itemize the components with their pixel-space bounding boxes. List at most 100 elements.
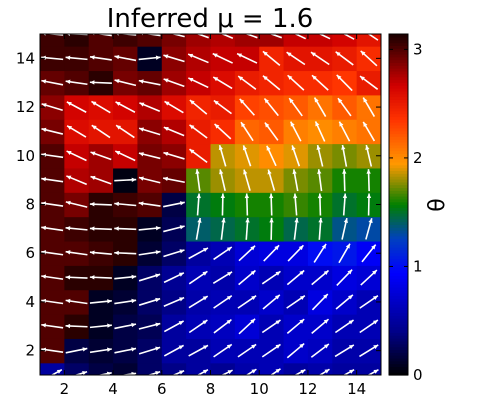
- vector-arrow-head: [202, 345, 208, 350]
- vector-arrow-head: [163, 126, 169, 131]
- vector-arrow-head: [131, 177, 137, 182]
- colorbar-segment: [389, 335, 408, 339]
- heat-cell: [137, 362, 163, 376]
- vector-arrow-head: [114, 79, 120, 84]
- vector-arrow-head: [335, 51, 341, 57]
- colorbar-segment: [389, 235, 408, 240]
- heat-cell: [64, 362, 90, 376]
- vector-arrow-head: [66, 101, 72, 106]
- vector-arrow-head: [90, 175, 96, 181]
- vector-arrow-head: [315, 121, 320, 127]
- vector-arrow-head: [291, 145, 296, 151]
- vector-arrow-head: [300, 369, 306, 374]
- vector-arrow-head: [368, 218, 373, 224]
- vector-arrow-head: [89, 275, 95, 280]
- colorbar-segment: [389, 150, 408, 154]
- vector-arrow-head: [138, 176, 144, 181]
- colorbar-segment: [389, 65, 408, 69]
- vector-arrow-head: [114, 201, 119, 207]
- colorbar-segment: [389, 269, 408, 274]
- vector-arrow-head: [299, 343, 305, 349]
- vector-arrow: [43, 34, 64, 36]
- vector-arrow-head: [65, 226, 71, 231]
- colorbar-segment: [389, 221, 408, 225]
- vector-arrow-head: [41, 103, 47, 108]
- x-axis: 2 4 6 8 10 12 14: [60, 34, 366, 398]
- heat-cell: [210, 362, 236, 376]
- vector-arrow-head: [299, 295, 305, 301]
- heat-cell: [307, 34, 333, 47]
- colorbar-segment: [389, 278, 408, 282]
- vector-arrow-head: [212, 53, 218, 58]
- colorbar-segment: [389, 292, 408, 297]
- x-tick-label: 4: [108, 380, 118, 398]
- x-tick-label: 12: [298, 380, 317, 398]
- vector-arrow-head: [239, 98, 245, 104]
- vector-arrow-head: [163, 54, 169, 59]
- vector-arrow-head: [65, 298, 71, 304]
- vector-arrow-head: [195, 169, 200, 174]
- colorbar-segment: [389, 295, 408, 299]
- vector-arrow-head: [41, 323, 47, 328]
- colorbar-segment: [389, 244, 408, 248]
- colorbar-segment: [389, 326, 408, 331]
- colorbar-tick-label: 1: [413, 257, 423, 275]
- vector-arrow-head: [366, 169, 371, 174]
- colorbar-segment: [389, 130, 408, 135]
- vector-arrow-head: [314, 97, 319, 103]
- colorbar-segment: [389, 366, 408, 370]
- vector-arrow-head: [138, 79, 144, 84]
- vector-arrow-head: [155, 226, 161, 231]
- colorbar-segment: [389, 190, 408, 194]
- vector-arrow-head: [251, 369, 257, 374]
- colorbar-segment: [389, 141, 408, 146]
- colorbar-segment: [389, 267, 408, 271]
- vector-arrow-head: [155, 322, 161, 327]
- vector-arrow-head: [226, 319, 232, 325]
- colorbar-segment: [389, 113, 408, 118]
- vector-arrow-head: [373, 369, 379, 374]
- colorbar-segment: [389, 51, 408, 55]
- vector-arrow-head: [41, 127, 47, 132]
- vector-arrow-head: [189, 124, 195, 130]
- vector-arrow-head: [226, 247, 232, 252]
- vector-arrow-head: [242, 145, 247, 151]
- vector-arrow-head: [218, 145, 223, 151]
- colorbar-segment: [389, 119, 408, 123]
- colorbar-tick-label: 3: [413, 40, 423, 58]
- vector-arrow-head: [89, 202, 95, 207]
- colorbar-segment: [389, 42, 408, 46]
- colorbar-segment: [389, 210, 408, 214]
- vector-arrow-head: [262, 75, 268, 81]
- heat-cell: [283, 34, 309, 47]
- vector-arrow-head: [323, 319, 329, 324]
- vector-arrow-head: [337, 98, 343, 104]
- colorbar-segment: [389, 93, 408, 98]
- colorbar-segment: [389, 34, 408, 38]
- heat-cell: [283, 362, 309, 376]
- vector-arrow-head: [163, 78, 169, 83]
- colorbar-segment: [389, 147, 408, 152]
- vector-arrow: [367, 34, 379, 41]
- colorbar-segment: [389, 59, 408, 64]
- colorbar-segment: [389, 122, 408, 126]
- colorbar-segment: [389, 298, 408, 302]
- heat-cell: [161, 362, 187, 376]
- colorbar-segment: [389, 264, 408, 268]
- colorbar-segment: [389, 284, 408, 288]
- vector-arrow-head: [155, 346, 161, 351]
- vector-arrow-head: [274, 245, 280, 251]
- vector-arrow-head: [67, 125, 73, 130]
- vector-arrow-head: [348, 320, 354, 325]
- vector-arrow-head: [219, 169, 224, 175]
- x-tick-label: 8: [206, 380, 216, 398]
- colorbar-segment: [389, 275, 408, 279]
- vector-arrow-head: [317, 169, 322, 174]
- vector-arrow-head: [179, 225, 185, 230]
- vector-arrow-head: [65, 55, 71, 60]
- colorbar-segment: [389, 230, 408, 234]
- colorbar-segment: [389, 309, 408, 314]
- colorbar-segment: [389, 73, 408, 78]
- colorbar-segment: [389, 99, 408, 103]
- heat-cell: [210, 34, 236, 47]
